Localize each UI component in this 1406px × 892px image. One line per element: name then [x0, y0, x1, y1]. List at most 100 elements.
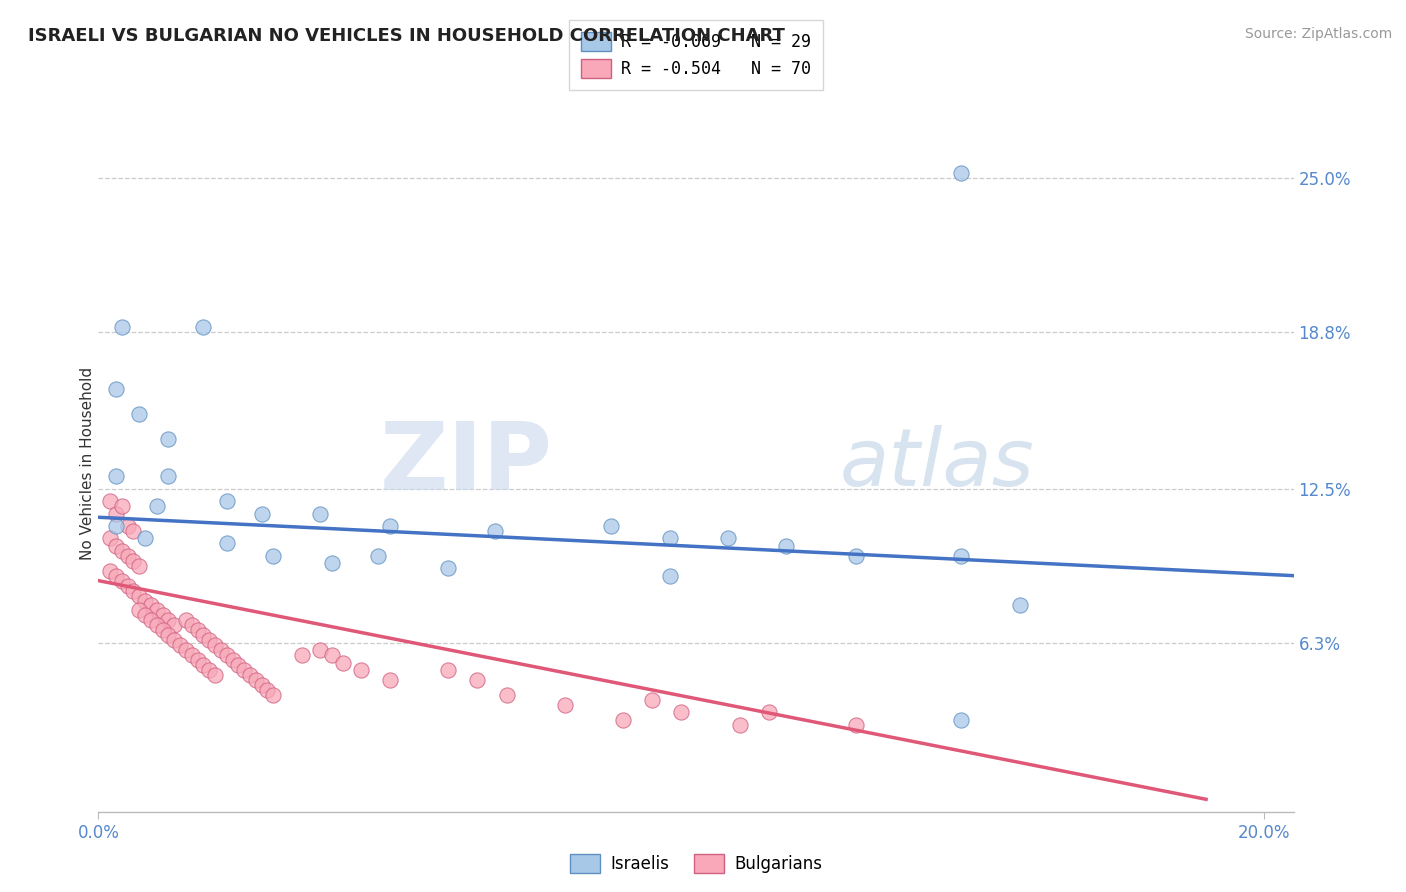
Point: [198, 663, 221, 677]
Text: atlas: atlas: [839, 425, 1035, 503]
Point: [139, 614, 162, 628]
Point: [104, 469, 127, 483]
Point: [658, 532, 681, 546]
Point: [256, 683, 278, 698]
Point: [157, 469, 180, 483]
Point: [378, 519, 401, 533]
Point: [321, 556, 343, 570]
Point: [717, 532, 740, 546]
Point: [209, 643, 232, 657]
Point: [122, 583, 145, 598]
Point: [321, 648, 343, 662]
Point: [215, 648, 238, 662]
Point: [484, 524, 506, 538]
Point: [554, 698, 576, 712]
Point: [186, 624, 208, 638]
Point: [204, 638, 226, 652]
Point: [309, 643, 332, 657]
Point: [250, 678, 273, 692]
Y-axis label: No Vehicles in Household: No Vehicles in Household: [80, 368, 94, 560]
Point: [239, 668, 262, 682]
Point: [758, 706, 780, 720]
Point: [128, 558, 150, 573]
Point: [163, 618, 186, 632]
Point: [233, 663, 256, 677]
Point: [437, 663, 460, 677]
Point: [291, 648, 314, 662]
Point: [152, 608, 174, 623]
Point: [104, 519, 127, 533]
Point: [845, 717, 868, 731]
Point: [332, 656, 354, 670]
Point: [111, 499, 134, 513]
Point: [250, 507, 273, 521]
Point: [215, 536, 238, 550]
Text: ISRAELI VS BULGARIAN NO VEHICLES IN HOUSEHOLD CORRELATION CHART: ISRAELI VS BULGARIAN NO VEHICLES IN HOUS…: [28, 27, 785, 45]
Point: [104, 539, 127, 553]
Point: [950, 549, 973, 563]
Point: [122, 554, 145, 568]
Point: [437, 561, 460, 575]
Point: [104, 382, 127, 396]
Point: [128, 603, 150, 617]
Point: [145, 603, 167, 617]
Point: [111, 320, 134, 334]
Point: [157, 628, 180, 642]
Point: [98, 564, 121, 578]
Point: [117, 519, 139, 533]
Point: [104, 568, 127, 582]
Point: [221, 653, 243, 667]
Point: [117, 579, 139, 593]
Point: [198, 633, 221, 648]
Text: ZIP: ZIP: [380, 417, 553, 510]
Point: [950, 713, 973, 727]
Point: [145, 499, 167, 513]
Point: [193, 628, 215, 642]
Point: [262, 688, 284, 702]
Point: [309, 507, 332, 521]
Point: [245, 673, 267, 687]
Point: [122, 524, 145, 538]
Point: [378, 673, 401, 687]
Point: [163, 633, 186, 648]
Point: [117, 549, 139, 563]
Point: [180, 648, 202, 662]
Point: [215, 494, 238, 508]
Point: [134, 532, 156, 546]
Point: [145, 618, 167, 632]
Point: [128, 407, 150, 421]
Point: [111, 543, 134, 558]
Point: [186, 653, 208, 667]
Point: [671, 706, 693, 720]
Point: [139, 599, 162, 613]
Point: [641, 693, 664, 707]
Point: [111, 574, 134, 588]
Point: [128, 589, 150, 603]
Point: [728, 717, 751, 731]
Point: [467, 673, 489, 687]
Point: [950, 166, 973, 180]
Point: [174, 614, 197, 628]
Point: [204, 668, 226, 682]
Point: [600, 519, 623, 533]
Point: [262, 549, 284, 563]
Point: [775, 539, 797, 553]
Point: [152, 624, 174, 638]
Text: Source: ZipAtlas.com: Source: ZipAtlas.com: [1244, 27, 1392, 41]
Point: [98, 494, 121, 508]
Point: [169, 638, 191, 652]
Point: [1008, 599, 1031, 613]
Point: [845, 549, 868, 563]
Point: [367, 549, 389, 563]
Point: [180, 618, 202, 632]
Point: [104, 507, 127, 521]
Point: [612, 713, 634, 727]
Point: [134, 608, 156, 623]
Point: [658, 568, 681, 582]
Point: [193, 320, 215, 334]
Point: [193, 658, 215, 673]
Point: [350, 663, 373, 677]
Point: [157, 614, 180, 628]
Point: [134, 593, 156, 607]
Legend: Israelis, Bulgarians: Israelis, Bulgarians: [564, 847, 828, 880]
